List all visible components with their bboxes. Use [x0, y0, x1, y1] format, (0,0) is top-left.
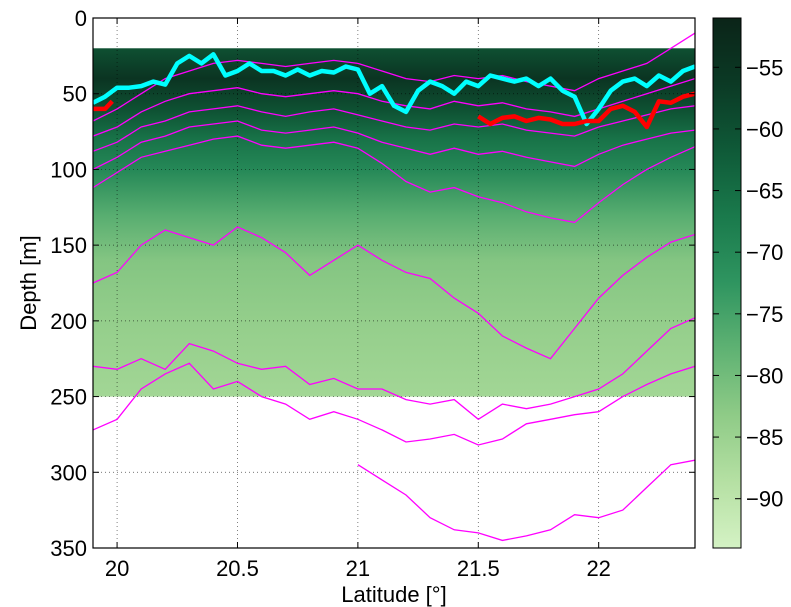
- series-lines: [93, 32, 695, 542]
- magenta-contour-line: [93, 120, 695, 170]
- x-tick-label: 21: [346, 556, 370, 581]
- x-axis: 20 20.5 21 21.5 22: [105, 18, 611, 581]
- colorbar-tick-label: −55: [746, 55, 783, 80]
- y-axis: 0 50 100 150 200 250 300 350: [50, 6, 695, 561]
- colorbar-tick-label: −65: [746, 179, 783, 204]
- y-tick-label: 50: [63, 82, 87, 107]
- y-tick-label: 300: [50, 460, 87, 485]
- x-tick-label: 20: [105, 556, 129, 581]
- red-line: [477, 91, 695, 130]
- cyan-line: [93, 52, 695, 127]
- colorbar: [712, 17, 742, 549]
- y-tick-label: 350: [50, 536, 87, 561]
- magenta-contour-line: [93, 32, 695, 122]
- x-tick-label: 20.5: [216, 556, 259, 581]
- colorbar-ticks: −55 −60 −65 −70 −75 −80 −85 −90: [713, 55, 783, 512]
- x-tick-label: 21.5: [457, 556, 500, 581]
- y-tick-label: 100: [50, 157, 87, 182]
- y-tick-label: 200: [50, 309, 87, 334]
- y-tick-label: 250: [50, 385, 87, 410]
- y-axis-title: Depth [m]: [16, 235, 41, 330]
- plot-frame: [92, 17, 696, 549]
- x-tick-label: 22: [586, 556, 610, 581]
- colorbar-tick-label: −85: [746, 425, 783, 450]
- magenta-contour-line: [93, 317, 695, 421]
- magenta-contour-line: [93, 135, 695, 224]
- colorbar-tick-label: −90: [746, 487, 783, 512]
- magenta-contour-line: [357, 459, 695, 542]
- colorbar-tick-label: −60: [746, 117, 783, 142]
- colorbar-tick-label: −80: [746, 363, 783, 388]
- y-tick-label: 150: [50, 233, 87, 258]
- magenta-contour-line: [93, 226, 695, 360]
- y-tick-label: 0: [75, 6, 87, 31]
- x-axis-title: Latitude [°]: [341, 582, 446, 607]
- magenta-contour-line: [93, 105, 695, 152]
- colorbar-tick-label: −75: [746, 302, 783, 327]
- red-line: [93, 99, 114, 112]
- colorbar-tick-label: −70: [746, 240, 783, 265]
- magenta-contour-line: [93, 362, 695, 446]
